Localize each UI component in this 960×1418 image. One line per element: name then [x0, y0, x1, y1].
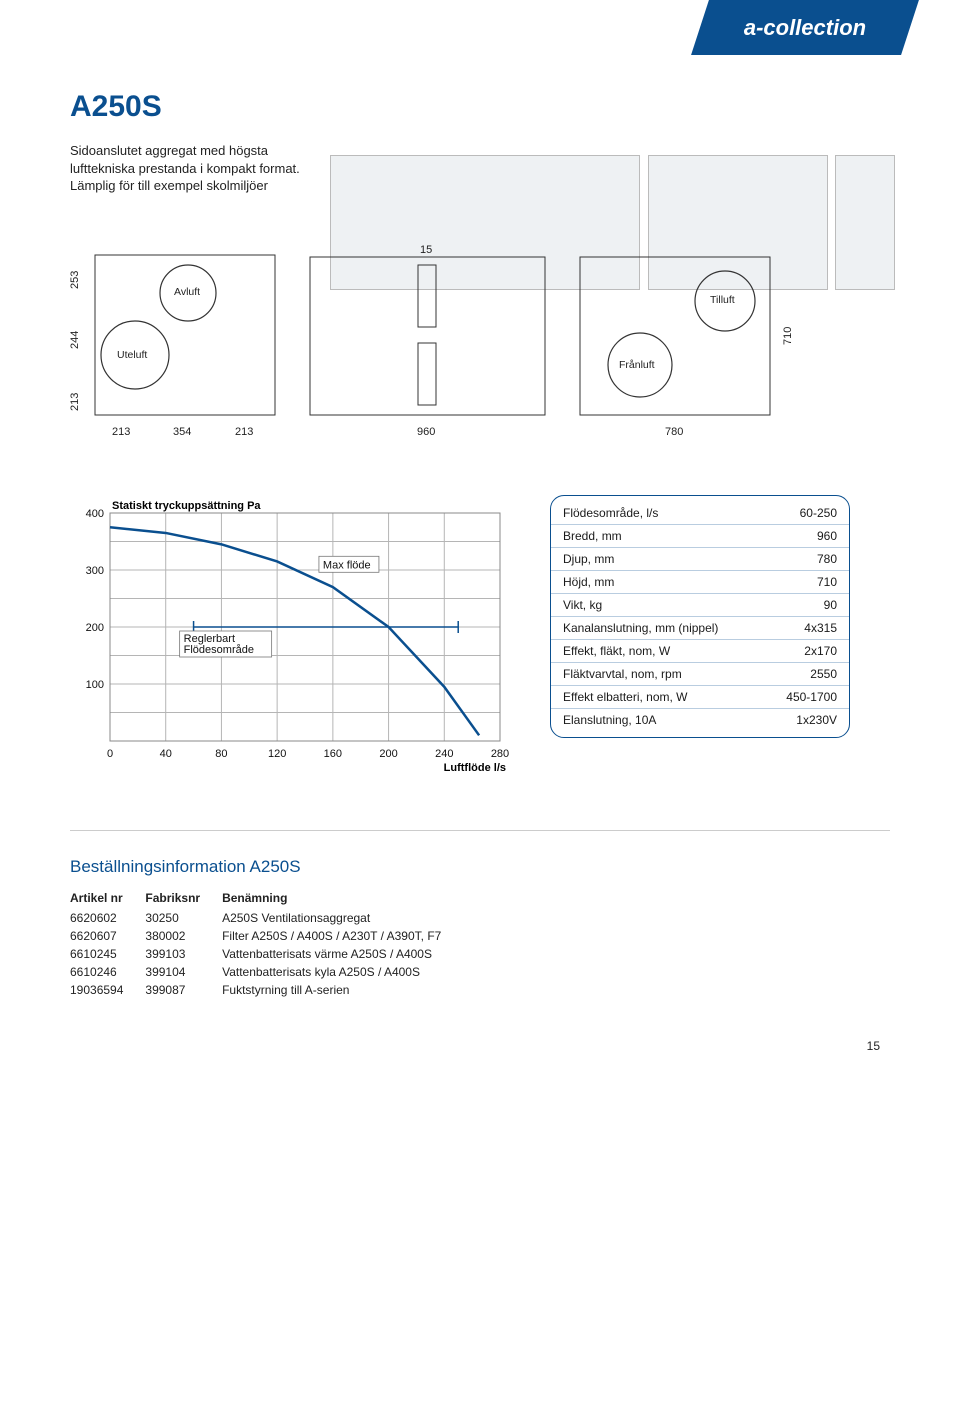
- order-cell: 19036594: [70, 981, 145, 999]
- spec-value: 780: [817, 552, 837, 566]
- order-table: Artikel nrFabriksnrBenämning662060230250…: [70, 889, 463, 999]
- svg-text:244: 244: [70, 330, 81, 348]
- order-row: 19036594399087Fuktstyrning till A-serien: [70, 981, 463, 999]
- svg-text:253: 253: [70, 270, 81, 288]
- order-heading: Beställningsinformation A250S: [70, 857, 890, 877]
- svg-text:400: 400: [86, 508, 104, 520]
- spec-key: Effekt elbatteri, nom, W: [563, 690, 688, 704]
- svg-text:Statiskt tryckuppsättning Pa: Statiskt tryckuppsättning Pa: [112, 500, 261, 512]
- order-cell: A250S Ventilationsaggregat: [222, 909, 463, 927]
- spec-value: 60-250: [800, 506, 837, 520]
- order-cell: 6620607: [70, 927, 145, 945]
- order-cell: Fuktstyrning till A-serien: [222, 981, 463, 999]
- svg-text:Luftflöde l/s: Luftflöde l/s: [444, 762, 506, 774]
- spec-key: Djup, mm: [563, 552, 614, 566]
- svg-text:160: 160: [324, 748, 342, 760]
- spec-row: Flödesområde, l/s 60-250: [551, 502, 849, 525]
- order-cell: 6610246: [70, 963, 145, 981]
- svg-text:280: 280: [491, 748, 509, 760]
- brand-label: a-collection: [744, 15, 866, 41]
- order-cell: 6620602: [70, 909, 145, 927]
- schematic-left: 253 244 213 Uteluft Avluft 213 354 213: [70, 245, 285, 445]
- order-row: 6610245399103Vattenbatterisats värme A25…: [70, 945, 463, 963]
- spec-row: Djup, mm 780: [551, 548, 849, 571]
- svg-text:Avluft: Avluft: [174, 286, 200, 298]
- intro-text: Sidoanslutet aggregat med högsta lufttek…: [70, 142, 300, 195]
- svg-text:213: 213: [70, 392, 81, 410]
- spec-table: Flödesområde, l/s 60-250 Bredd, mm 960 Djup,…: [550, 495, 850, 738]
- spec-key: Bredd, mm: [563, 529, 622, 543]
- svg-text:780: 780: [665, 426, 683, 438]
- svg-text:120: 120: [268, 748, 286, 760]
- svg-text:Tilluft: Tilluft: [710, 294, 735, 306]
- spec-row: Fläktvarvtal, nom, rpm 2550: [551, 663, 849, 686]
- spec-value: 1x230V: [796, 713, 837, 727]
- svg-text:240: 240: [435, 748, 453, 760]
- svg-text:Uteluft: Uteluft: [117, 349, 147, 361]
- svg-text:200: 200: [379, 748, 397, 760]
- spec-row: Elanslutning, 10A 1x230V: [551, 709, 849, 731]
- schematics-row: 253 244 213 Uteluft Avluft 213 354 213 1…: [70, 245, 890, 445]
- order-cell: 399087: [145, 981, 222, 999]
- spec-row: Höjd, mm 710: [551, 571, 849, 594]
- order-col-header: Artikel nr: [70, 889, 145, 909]
- svg-text:960: 960: [417, 426, 435, 438]
- spec-row: Effekt, fläkt, nom, W 2x170: [551, 640, 849, 663]
- page-title: A250S: [70, 90, 890, 124]
- pressure-flow-chart: 400 300 200 100 0 40 80 120 160 200 240 280 Statiskt…: [70, 495, 510, 780]
- order-cell: Vattenbatterisats värme A250S / A400S: [222, 945, 463, 963]
- svg-text:80: 80: [215, 748, 227, 760]
- spec-row: Vikt, kg 90: [551, 594, 849, 617]
- svg-text:200: 200: [86, 622, 104, 634]
- spec-key: Elanslutning, 10A: [563, 713, 656, 727]
- spec-value: 710: [817, 575, 837, 589]
- order-cell: Filter A250S / A400S / A230T / A390T, F7: [222, 927, 463, 945]
- spec-key: Effekt, fläkt, nom, W: [563, 644, 670, 658]
- svg-text:Max flöde: Max flöde: [323, 559, 371, 571]
- order-cell: Vattenbatterisats kyla A250S / A400S: [222, 963, 463, 981]
- spec-value: 450-1700: [786, 690, 837, 704]
- svg-text:710: 710: [782, 326, 794, 344]
- order-cell: 399103: [145, 945, 222, 963]
- page-number: 15: [70, 1039, 890, 1053]
- order-col-header: Benämning: [222, 889, 463, 909]
- spec-key: Kanalanslutning, mm (nippel): [563, 621, 718, 635]
- order-row: 6620607380002Filter A250S / A400S / A230…: [70, 927, 463, 945]
- svg-text:100: 100: [86, 679, 104, 691]
- svg-text:213: 213: [235, 426, 253, 438]
- svg-text:15: 15: [420, 245, 432, 256]
- order-cell: 30250: [145, 909, 222, 927]
- spec-row: Effekt elbatteri, nom, W 450-1700: [551, 686, 849, 709]
- svg-text:213: 213: [112, 426, 130, 438]
- spec-row: Bredd, mm 960: [551, 525, 849, 548]
- order-cell: 380002: [145, 927, 222, 945]
- spec-value: 2550: [810, 667, 837, 681]
- svg-text:300: 300: [86, 565, 104, 577]
- order-row: 6610246399104Vattenbatterisats kyla A250…: [70, 963, 463, 981]
- svg-text:Flödesområde: Flödesområde: [184, 644, 254, 656]
- spec-key: Fläktvarvtal, nom, rpm: [563, 667, 682, 681]
- spec-value: 90: [824, 598, 837, 612]
- svg-text:Frånluft: Frånluft: [619, 359, 655, 371]
- spec-key: Vikt, kg: [563, 598, 602, 612]
- svg-text:40: 40: [160, 748, 172, 760]
- spec-value: 2x170: [804, 644, 837, 658]
- spec-value: 960: [817, 529, 837, 543]
- schematic-right: Frånluft Tilluft 710 780: [575, 245, 810, 445]
- svg-text:354: 354: [173, 426, 191, 438]
- spec-key: Höjd, mm: [563, 575, 614, 589]
- order-cell: 6610245: [70, 945, 145, 963]
- brand-tab: a-collection: [691, 0, 919, 55]
- product-photo-filter: [835, 155, 895, 290]
- svg-text:0: 0: [107, 748, 113, 760]
- order-info: Beställningsinformation A250S Artikel nr…: [70, 857, 890, 999]
- spec-value: 4x315: [804, 621, 837, 635]
- spec-row: Kanalanslutning, mm (nippel) 4x315: [551, 617, 849, 640]
- schematic-mid: 15 960: [305, 245, 555, 445]
- spec-key: Flödesområde, l/s: [563, 506, 658, 520]
- order-row: 662060230250A250S Ventilationsaggregat: [70, 909, 463, 927]
- order-col-header: Fabriksnr: [145, 889, 222, 909]
- order-cell: 399104: [145, 963, 222, 981]
